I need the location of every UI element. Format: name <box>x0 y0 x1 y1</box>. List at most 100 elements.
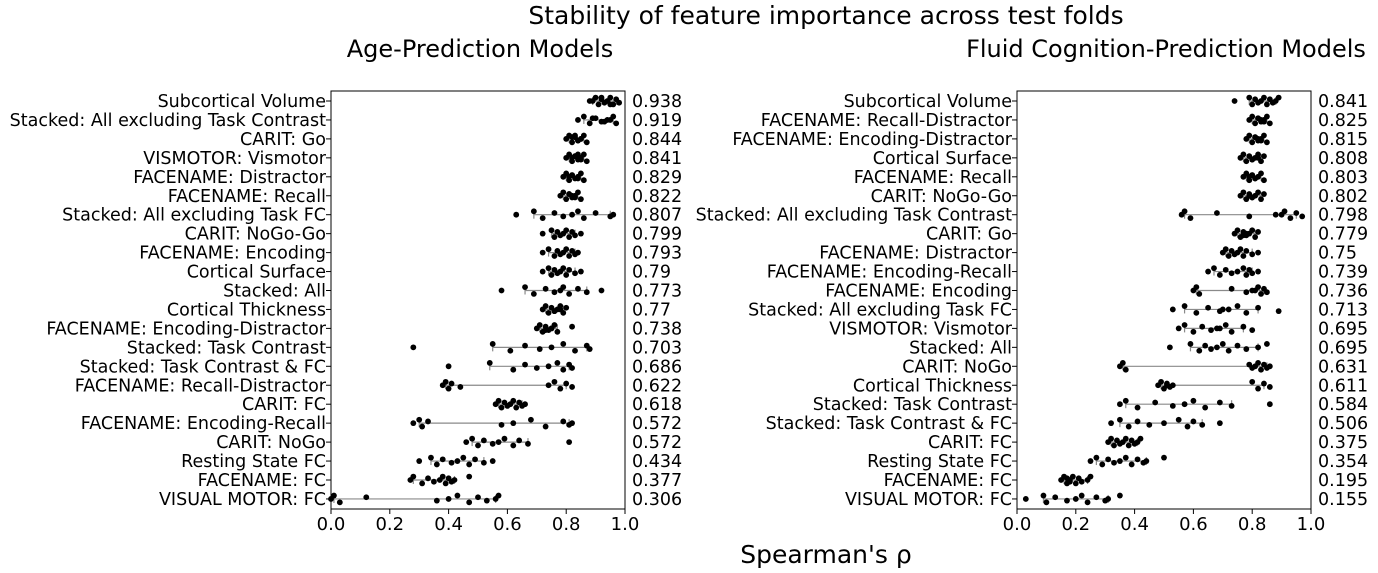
data-point <box>551 308 558 315</box>
data-point <box>1161 420 1167 427</box>
data-point <box>1175 325 1182 332</box>
data-point <box>557 385 564 392</box>
data-point <box>563 227 570 234</box>
data-point <box>1108 420 1114 427</box>
data-point <box>1261 94 1267 101</box>
data-point <box>1119 360 1126 366</box>
row-value-label: 0.841 <box>632 149 682 169</box>
row-group: Stacked: All 0.695 <box>909 338 1368 358</box>
data-point <box>1246 132 1253 139</box>
data-point <box>1293 210 1300 216</box>
figure-suptitle: Stability of feature importance across t… <box>528 1 1123 30</box>
data-point <box>1134 418 1141 425</box>
row-value-label: 0.622 <box>632 376 682 396</box>
row-label: Subcortical Volume <box>158 92 326 112</box>
data-point <box>539 268 546 275</box>
data-point <box>1234 342 1241 349</box>
data-point <box>610 211 617 218</box>
row-group: VISMOTOR: Vismotor 0.841 <box>143 149 682 169</box>
row-group: Cortical Surface 0.79 <box>187 263 671 283</box>
age-prediction-panel: Age-Prediction Models 0.0 0.2 0.4 0.6 0.8 1.0… <box>10 35 682 535</box>
data-point <box>613 120 620 127</box>
data-point <box>586 120 593 127</box>
row-label: Cortical Surface <box>873 149 1012 169</box>
data-point <box>1243 346 1250 352</box>
data-point <box>569 323 575 330</box>
data-point <box>1264 139 1270 146</box>
data-point <box>1122 454 1129 461</box>
row-label: CARIT: NoGo-Go <box>871 187 1012 207</box>
data-point <box>1205 268 1211 275</box>
data-point <box>1246 173 1253 180</box>
data-point <box>533 365 540 371</box>
data-point <box>1196 347 1203 354</box>
row-label: Resting State FC <box>867 452 1012 472</box>
data-point <box>507 347 514 354</box>
data-point <box>1249 251 1256 258</box>
data-point <box>1266 384 1273 390</box>
data-point <box>475 494 481 501</box>
x-tick-label: 0.6 <box>493 514 522 535</box>
x-tick-label: 0.6 <box>1179 514 1208 535</box>
data-point <box>1255 249 1261 256</box>
data-point <box>363 494 370 501</box>
data-point <box>410 420 417 427</box>
data-point <box>1187 215 1194 222</box>
data-point <box>1040 492 1047 499</box>
data-point <box>536 346 543 352</box>
row-group: FACENAME: Recall-Distractor 0.825 <box>761 111 1368 131</box>
data-point <box>545 382 552 389</box>
panel-title: Age-Prediction Models <box>347 35 614 63</box>
data-point <box>469 435 476 442</box>
data-point <box>1087 458 1094 464</box>
x-tick-label: 0.4 <box>1120 514 1149 535</box>
data-point <box>1243 309 1250 316</box>
data-point <box>1084 499 1091 506</box>
data-point <box>560 366 567 373</box>
data-point <box>1246 94 1253 101</box>
row-value-label: 0.195 <box>1318 471 1368 491</box>
data-point <box>575 117 581 123</box>
row-label: Stacked: All excluding Task Contrast <box>696 206 1012 226</box>
data-point <box>513 211 520 218</box>
data-point <box>542 303 549 309</box>
figure-xlabel: Spearman's ρ <box>740 540 912 569</box>
data-point <box>1022 496 1029 502</box>
data-point <box>560 265 567 272</box>
data-point <box>1264 289 1270 296</box>
row-label: VISUAL MOTOR: FC <box>159 490 326 510</box>
data-point <box>486 360 493 366</box>
data-point <box>448 459 455 466</box>
row-value-label: 0.802 <box>1318 187 1368 207</box>
data-point <box>1255 136 1261 142</box>
data-point <box>489 341 496 347</box>
x-tick-label: 0.2 <box>1061 514 1090 535</box>
data-point <box>1099 461 1106 468</box>
data-point <box>583 289 590 296</box>
data-point <box>1249 327 1256 333</box>
data-point <box>551 289 558 296</box>
row-value-label: 0.306 <box>632 490 682 510</box>
data-point <box>410 344 417 351</box>
data-point <box>1225 253 1232 259</box>
data-point <box>575 189 581 196</box>
data-point <box>554 360 561 366</box>
row-value-label: 0.631 <box>1318 357 1368 377</box>
data-point <box>1169 403 1176 409</box>
data-point <box>566 173 573 180</box>
row-value-label: 0.803 <box>1318 168 1368 188</box>
data-point <box>1078 492 1085 499</box>
data-point <box>569 139 575 146</box>
row-label: VISUAL MOTOR: FC <box>845 490 1012 510</box>
data-point <box>563 246 570 253</box>
row-label: Stacked: All <box>909 338 1012 358</box>
data-point <box>451 477 458 483</box>
data-point <box>1228 285 1235 292</box>
row-group: CARIT: Go 0.779 <box>926 225 1368 245</box>
data-point <box>542 285 549 292</box>
data-point <box>1202 342 1209 349</box>
data-point <box>445 496 452 502</box>
row-label: FACENAME: Recall-Distractor <box>761 111 1013 131</box>
row-group: FACENAME: Encoding-Recall 0.572 <box>81 414 682 434</box>
data-point <box>1255 229 1261 235</box>
